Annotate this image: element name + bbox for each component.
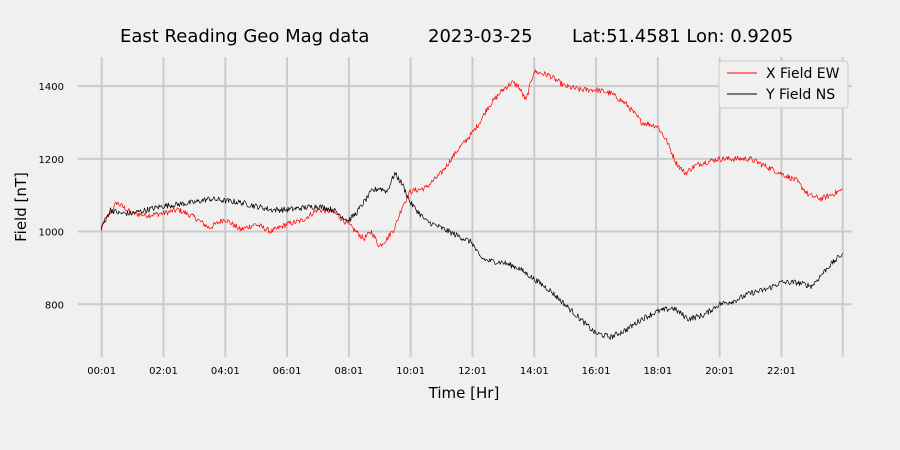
x-tick-label: 12:01 (458, 366, 487, 377)
x-tick-label: 14:01 (520, 366, 549, 377)
y-tick-label: 1200 (39, 155, 64, 166)
x-tick-label: 18:01 (643, 366, 672, 377)
y-tick-label: 800 (45, 300, 64, 311)
x-tick-label: 10:01 (396, 366, 425, 377)
x-tick-label: 02:01 (149, 366, 178, 377)
x-tick-label: 22:01 (767, 366, 796, 377)
x-tick-label: 16:01 (582, 366, 611, 377)
legend-label-y-field: Y Field NS (765, 87, 835, 103)
y-tick-label: 1400 (39, 82, 64, 93)
x-tick-label: 20:01 (705, 366, 734, 377)
x-tick-label: 06:01 (273, 366, 302, 377)
chart-title-name: East Reading Geo Mag data (120, 26, 369, 47)
series-layer (100, 69, 844, 340)
y-tick-label: 1000 (39, 228, 64, 239)
x-tick-label: 00:01 (87, 366, 116, 377)
chart-title-date: 2023-03-25 (428, 26, 533, 47)
chart-title-location: Lat:51.4581 Lon: 0.9205 (572, 26, 793, 47)
legend: X Field EW Y Field NS (718, 60, 849, 109)
series-x-field-line (100, 69, 843, 248)
grid (78, 57, 852, 357)
series-y-field-line (100, 172, 844, 340)
tick-labels: 00:01 02:01 04:01 06:01 08:01 10:01 12:01 14:01… (39, 82, 796, 377)
y-axis-label: Field [nT] (12, 172, 30, 242)
x-axis-label: Time [Hr] (428, 384, 500, 402)
x-tick-label: 04:01 (211, 366, 240, 377)
x-tick-label: 08:01 (334, 366, 363, 377)
legend-label-x-field: X Field EW (766, 66, 840, 82)
